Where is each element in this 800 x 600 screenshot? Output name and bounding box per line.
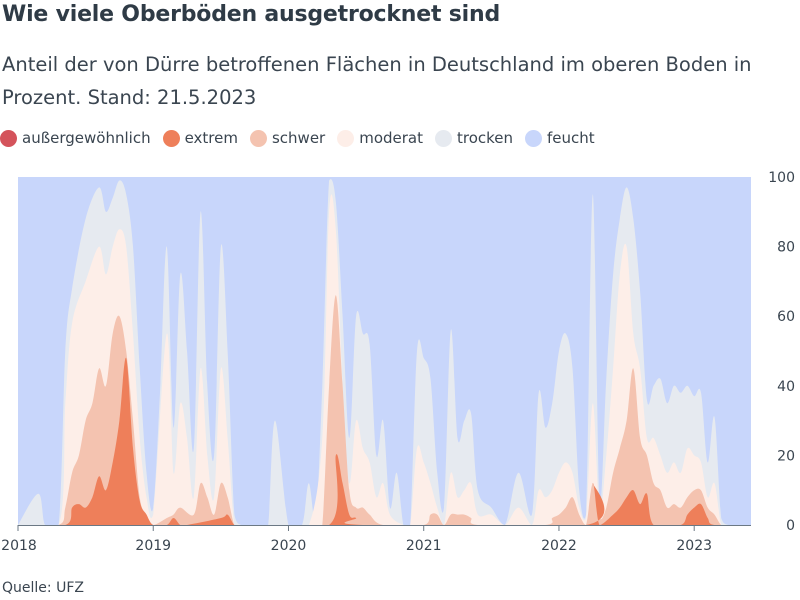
chart-title: Wie viele Oberböden ausgetrocknet sind: [2, 2, 501, 27]
legend-label: außergewöhnlich: [22, 129, 151, 147]
x-tick-label: 2022: [541, 538, 577, 554]
legend-swatch: [0, 129, 17, 147]
x-axis-ticks: 2018 2019 2020 2021 2022 2023: [1, 525, 712, 554]
x-tick-label: 2018: [1, 538, 37, 554]
y-tick-label: 40: [777, 379, 795, 395]
legend-swatch: [435, 129, 452, 147]
x-tick-label: 2021: [406, 538, 442, 554]
y-tick-label: 100: [768, 170, 795, 186]
y-tick-label: 0: [786, 518, 795, 534]
y-tick-label: 60: [777, 309, 795, 325]
legend-item-schwer[interactable]: schwer: [249, 129, 326, 147]
legend-swatch: [337, 129, 355, 147]
legend-label: extrem: [184, 129, 238, 147]
legend-label: feucht: [547, 129, 595, 147]
area-chart: 2018 2019 2020 2021 2022 2023 0 20 40 60 80 100: [1, 170, 795, 554]
area-extrem: [18, 357, 751, 525]
legend-item-moderat[interactable]: moderat: [337, 129, 423, 147]
legend-item-trocken[interactable]: trocken: [435, 129, 513, 147]
legend-item-extrem[interactable]: extrem: [162, 129, 238, 147]
legend-label: schwer: [271, 129, 326, 147]
legend-swatch: [525, 129, 543, 147]
x-tick-label: 2023: [676, 538, 712, 554]
y-tick-label: 20: [777, 448, 795, 464]
x-tick-label: 2019: [135, 538, 171, 554]
legend: außergewöhnlich extrem schwer moderat trocke…: [0, 129, 607, 147]
legend-item-feucht[interactable]: feucht: [525, 129, 595, 147]
x-tick-label: 2020: [271, 538, 307, 554]
legend-item-außergewöhnlich[interactable]: außergewöhnlich: [0, 129, 151, 147]
area-moderat: [18, 194, 751, 525]
chart-subtitle: Anteil der von Dürre betroffenen Flächen…: [2, 53, 752, 109]
legend-label: moderat: [359, 129, 423, 147]
legend-swatch: [162, 129, 180, 147]
y-axis-ticks: 0 20 40 60 80 100: [768, 170, 795, 534]
source-note: Quelle: UFZ: [2, 580, 84, 596]
y-tick-label: 80: [777, 240, 795, 256]
chart-areas: [18, 177, 751, 525]
legend-swatch: [249, 129, 267, 147]
legend-label: trocken: [457, 129, 514, 147]
